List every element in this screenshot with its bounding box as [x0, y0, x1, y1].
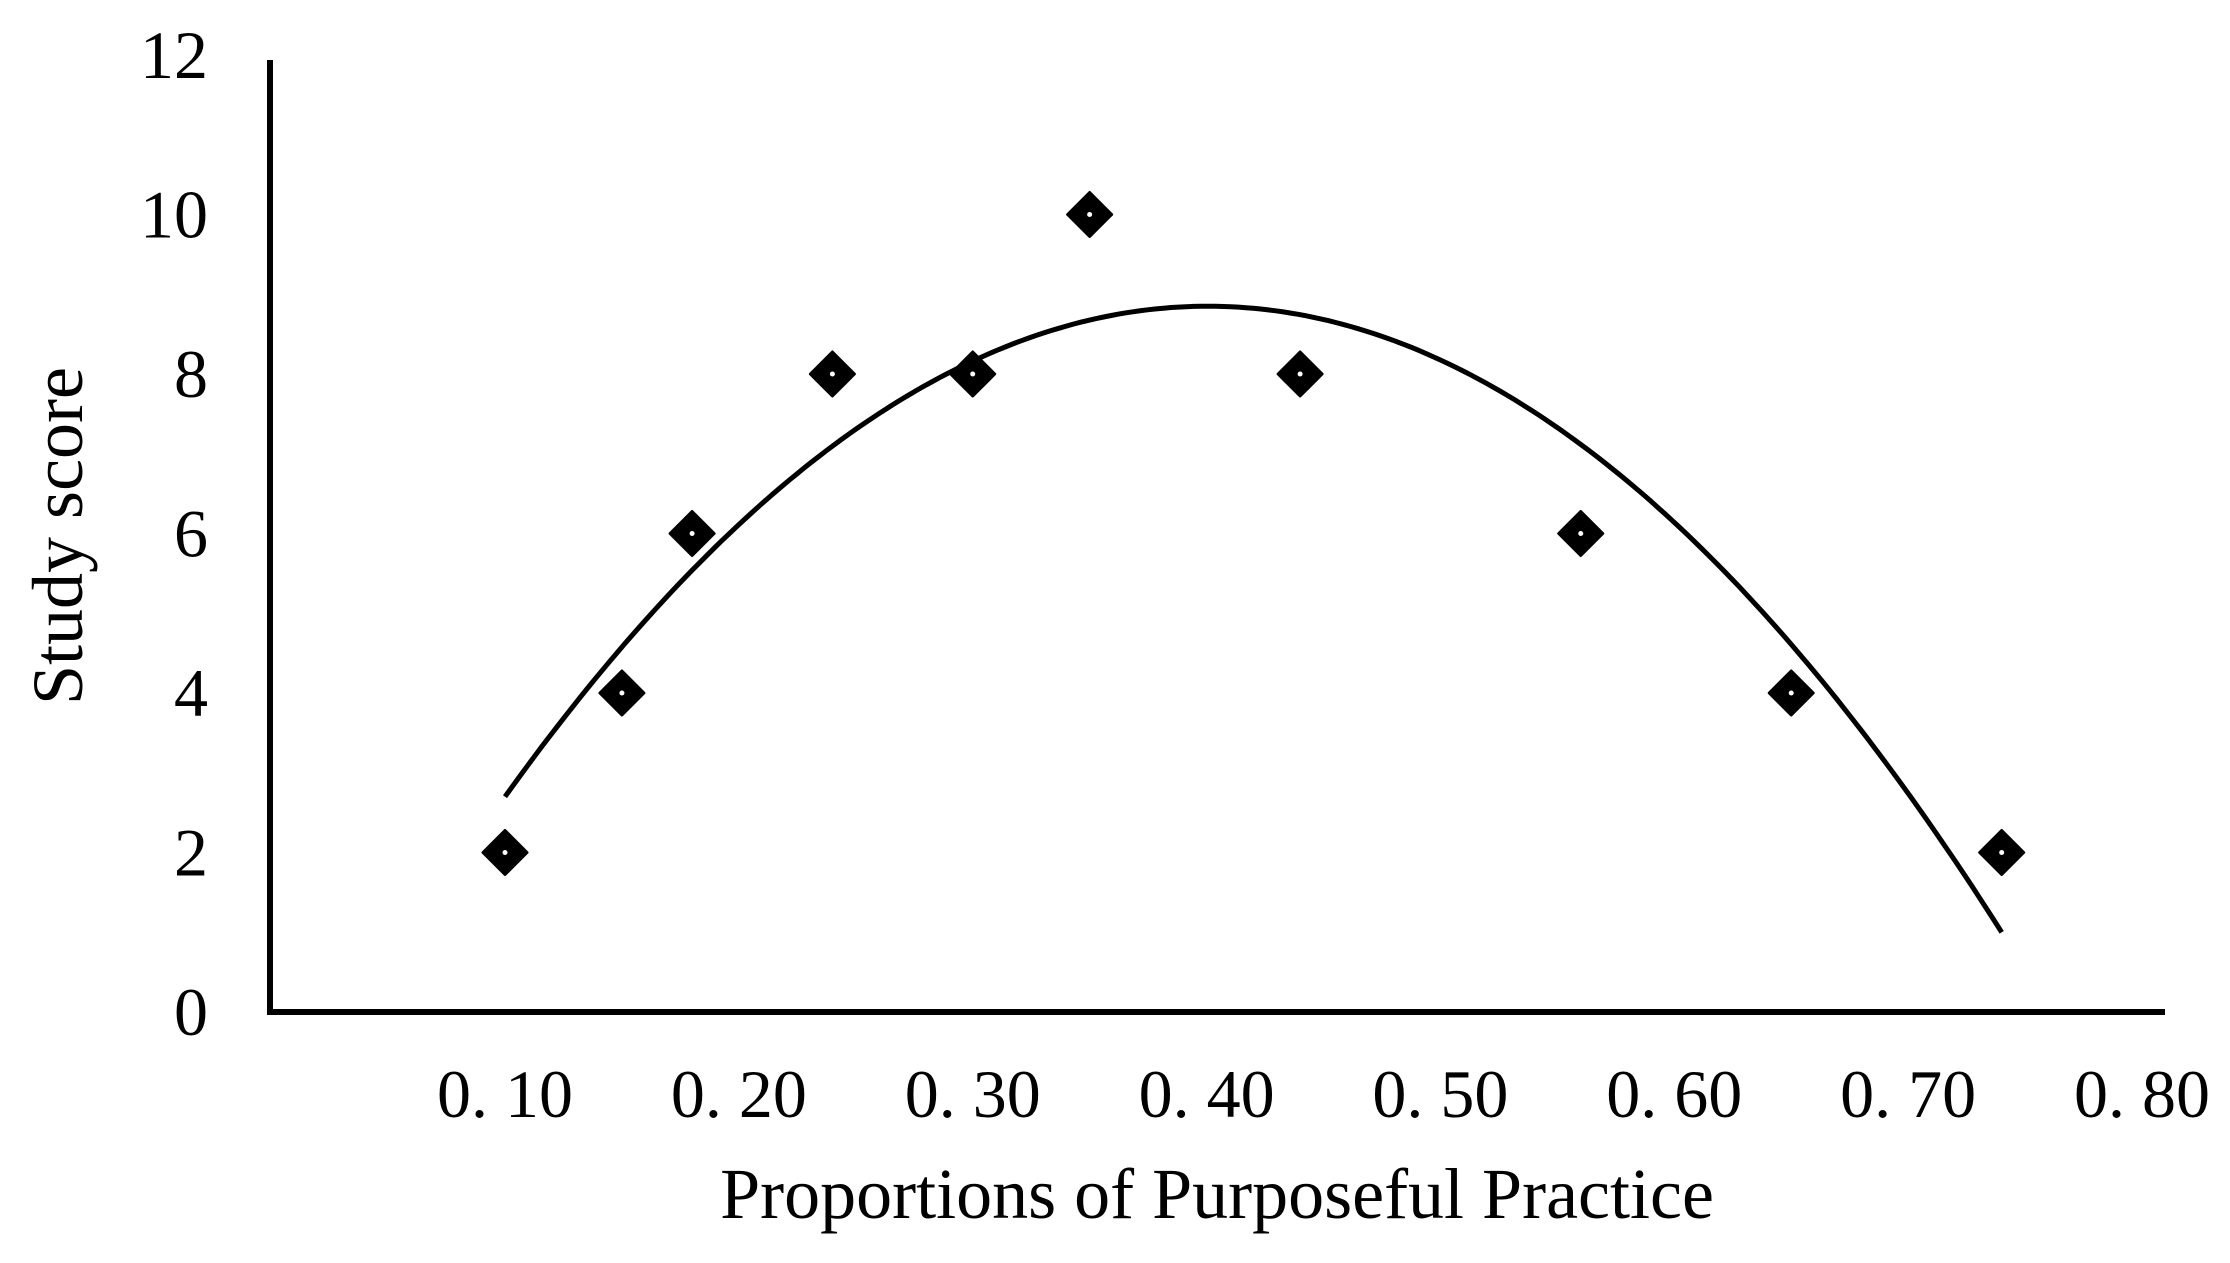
data-point	[1767, 669, 1815, 717]
data-point-center	[1578, 531, 1584, 536]
y-tick-label: 8	[174, 336, 208, 412]
data-point	[949, 350, 997, 398]
data-point-center	[970, 371, 976, 377]
x-tick-label: 0. 60	[1606, 1056, 1742, 1132]
x-tick-label: 0. 30	[905, 1056, 1041, 1132]
y-tick-label: 0	[174, 974, 208, 1050]
data-point-center	[1297, 371, 1303, 377]
trendline	[502, 303, 2004, 934]
data-point-center	[689, 531, 695, 536]
data-point-center	[619, 690, 625, 696]
y-tick-label: 4	[174, 655, 208, 731]
axes	[267, 60, 2165, 1015]
data-points	[481, 191, 2026, 876]
y-tick-label: 10	[140, 177, 208, 253]
data-point	[1066, 191, 1114, 238]
data-point	[598, 669, 646, 717]
x-tick-label: 0. 50	[1372, 1056, 1508, 1132]
data-point	[668, 510, 716, 557]
y-tick-label: 12	[140, 17, 208, 93]
data-point-center	[1788, 690, 1794, 696]
x-tick-label: 0. 80	[2074, 1056, 2210, 1132]
data-point-center	[502, 850, 508, 855]
data-point	[1276, 350, 1324, 398]
data-point-center	[829, 371, 835, 377]
x-tick-labels: 0. 10 0. 20 0. 30 0. 40 0. 50 0. 60 0. 70 0. 80	[437, 1056, 2210, 1132]
x-tick-label: 0. 10	[437, 1056, 573, 1132]
y-tick-label: 2	[174, 815, 208, 891]
x-axis-title: Proportions of Purposeful Practice	[720, 1154, 1714, 1234]
data-point	[481, 829, 529, 876]
trendline-layer	[502, 303, 2004, 934]
data-point	[1557, 510, 1605, 557]
x-tick-label: 0. 40	[1139, 1056, 1275, 1132]
y-tick-labels: 0 2 4 6 8 10 12	[140, 17, 208, 1050]
x-tick-label: 0. 20	[671, 1056, 807, 1132]
data-point-center	[1087, 212, 1093, 217]
data-point-center	[1999, 850, 2005, 855]
y-axis-title: Study score	[18, 367, 98, 705]
x-tick-label: 0. 70	[1840, 1056, 1976, 1132]
data-point	[1978, 829, 2026, 876]
data-point	[808, 350, 856, 398]
y-tick-label: 6	[174, 496, 208, 572]
